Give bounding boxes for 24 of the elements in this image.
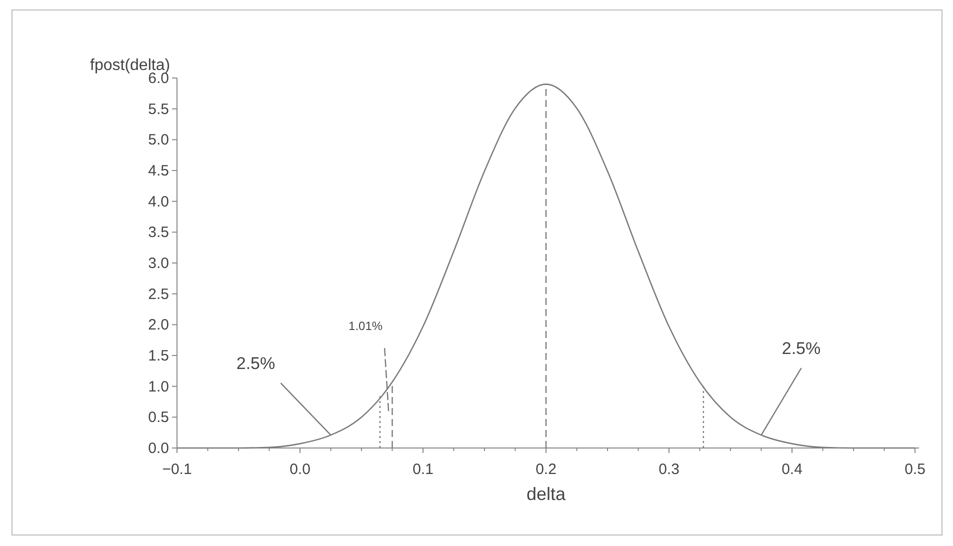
x-tick-label: 0.1 [412,461,434,478]
y-tick-label: 2.0 [148,316,169,334]
x-tick-label: 0.0 [290,461,310,478]
y-tick-label: 4.5 [148,162,169,180]
annotation: 1.01% [348,319,383,333]
annotation: 2.5% [782,339,821,358]
x-tick-label: 0.5 [904,461,926,478]
y-axis-title: fpost(delta) [90,57,170,74]
y-tick-label: 3.0 [148,255,169,272]
y-tick-label: 4.0 [148,193,169,210]
y-tick-label: 3.5 [148,224,169,242]
x-tick-label: −0.1 [162,461,192,478]
x-tick-label: 0.3 [658,461,680,478]
x-axis-title: delta [526,484,566,504]
annotation: 2.5% [236,354,276,374]
x-tick-label: 0.2 [536,461,556,478]
y-tick-label: 0.5 [148,409,169,426]
y-tick-label: 1.5 [148,348,169,364]
x-tick-label: 0.4 [782,461,802,478]
y-tick-label: 1.0 [148,378,169,396]
y-tick-label: 5.5 [148,100,169,118]
y-tick-label: 5.0 [148,132,169,149]
y-tick-label: 0.0 [148,440,169,457]
y-tick-label: 2.5 [148,286,169,303]
